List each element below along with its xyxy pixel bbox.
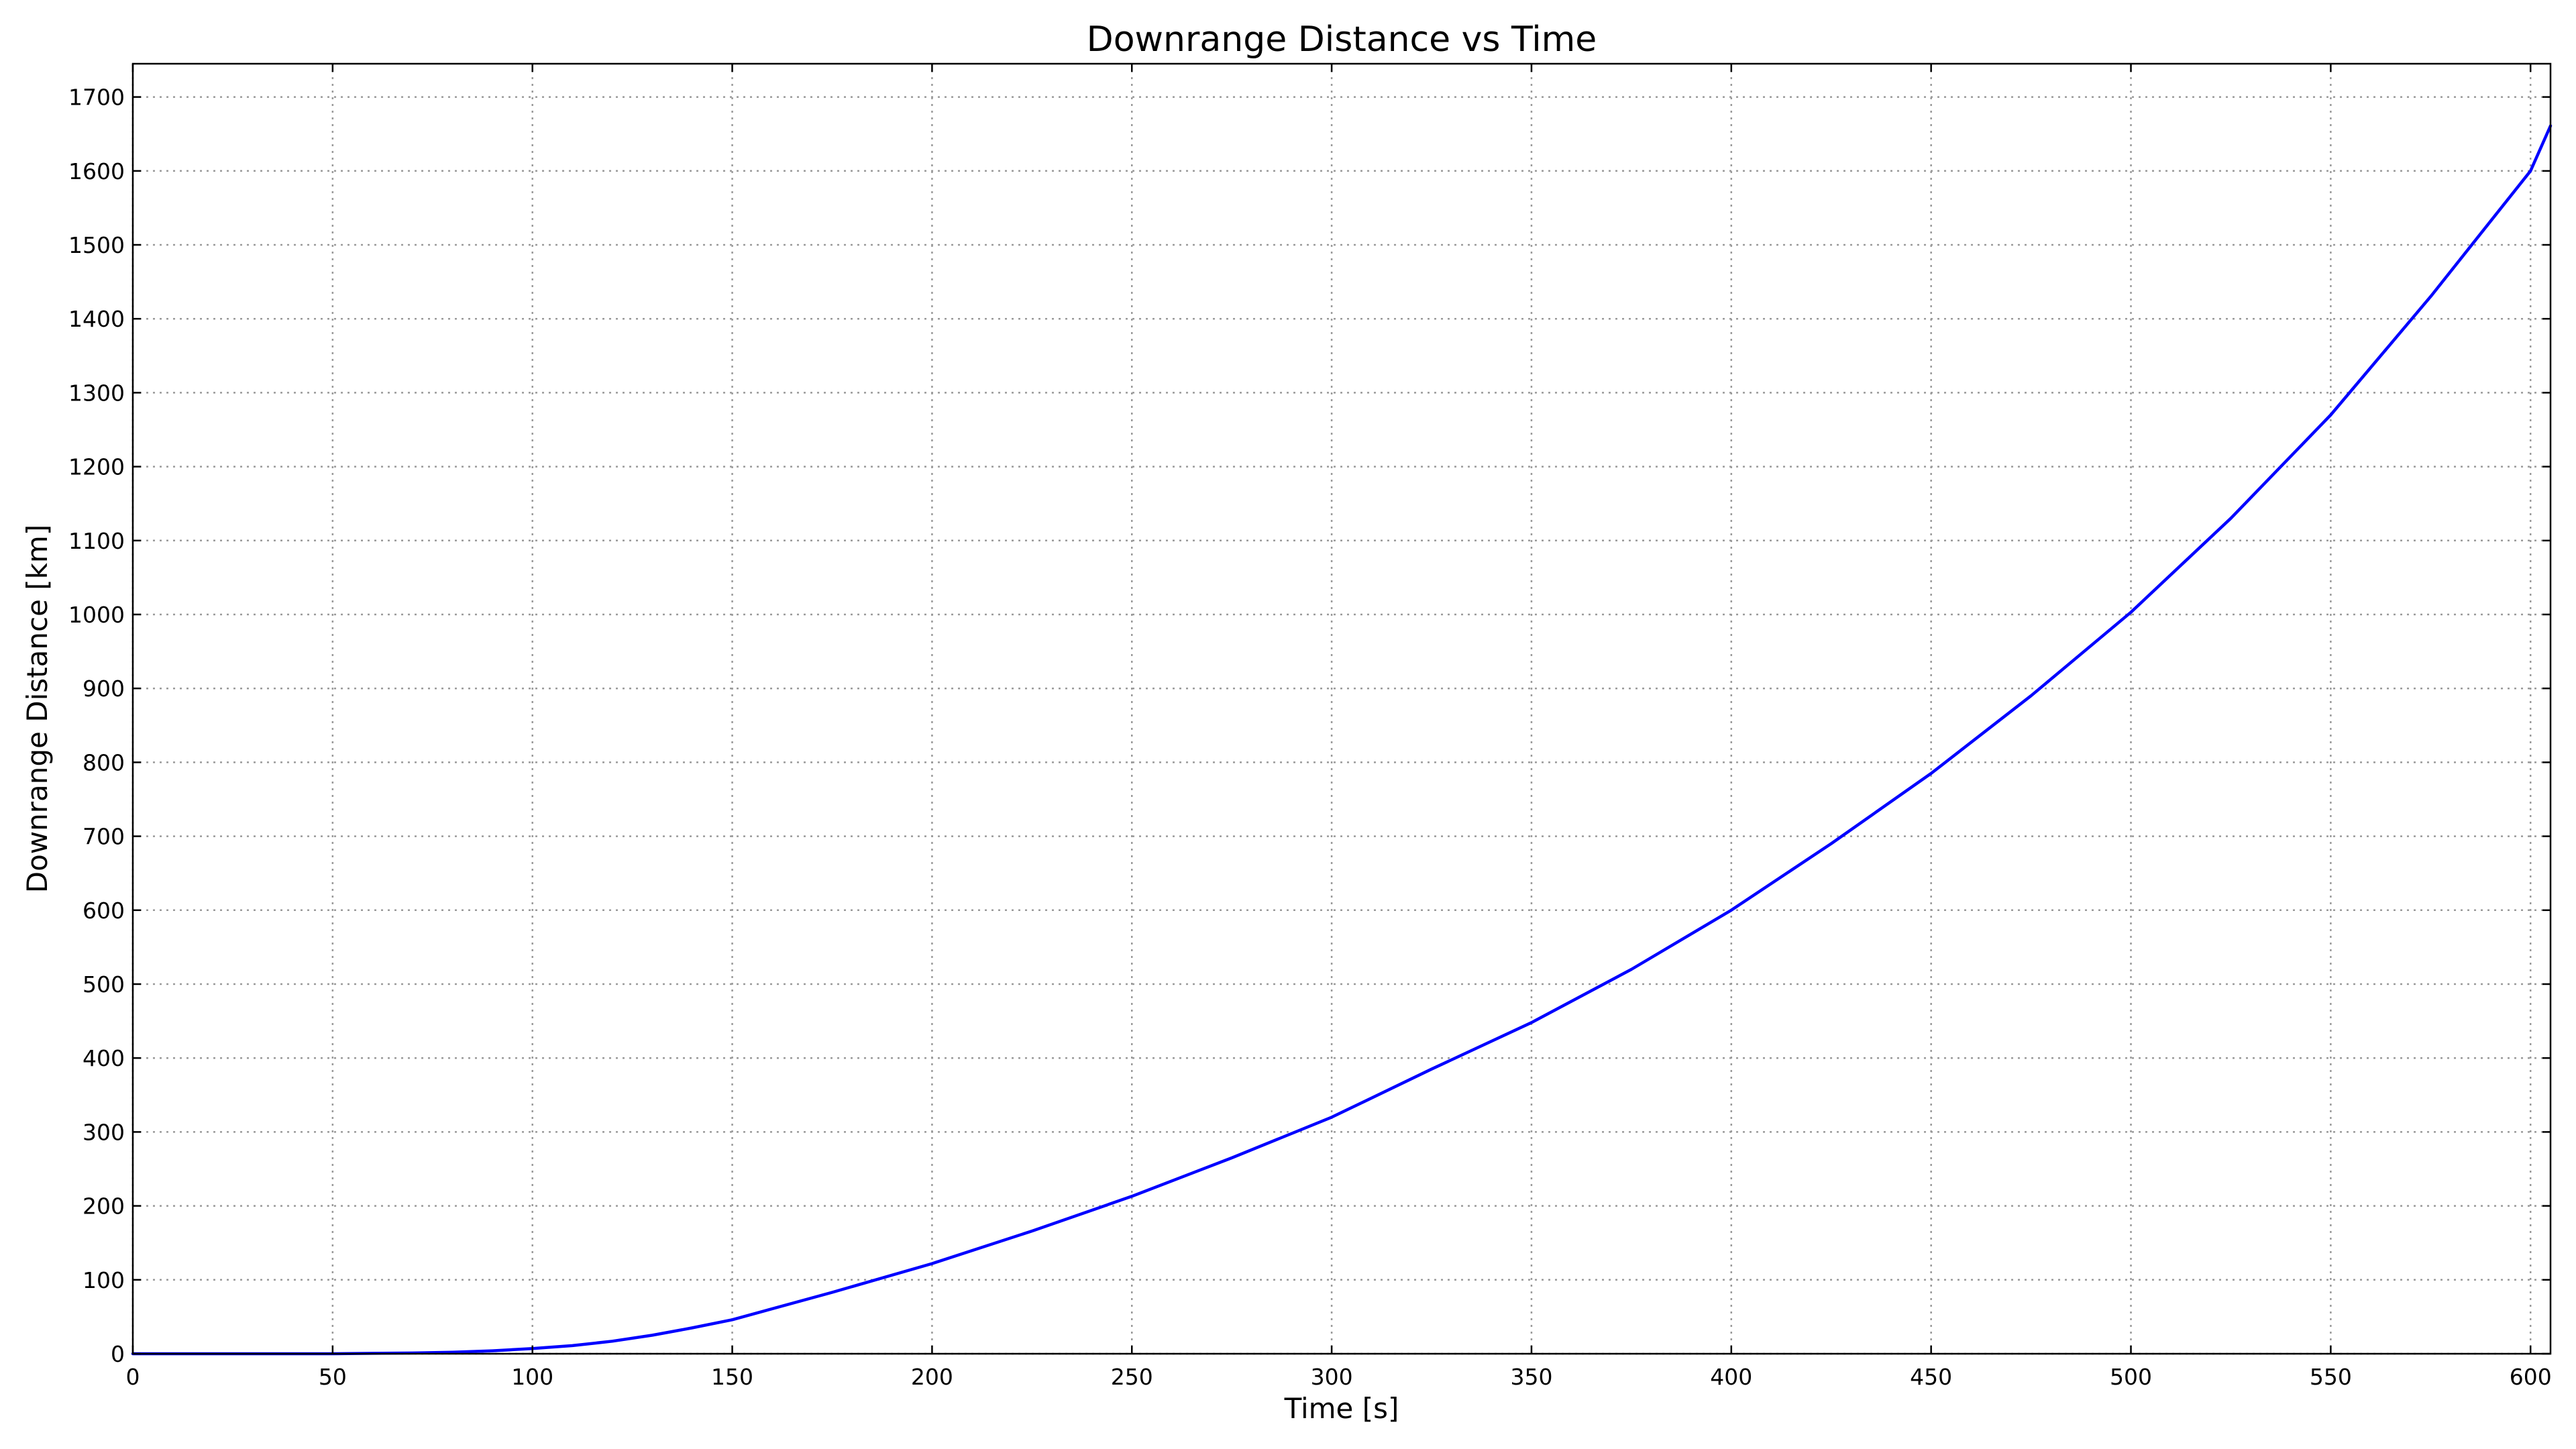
x-tick-label: 100 <box>511 1364 553 1390</box>
y-tick-label: 900 <box>83 676 125 702</box>
x-tick-label: 350 <box>1510 1364 1552 1390</box>
y-tick-label: 1400 <box>68 306 125 332</box>
y-tick-label: 1200 <box>68 454 125 480</box>
x-tick-label: 150 <box>711 1364 753 1390</box>
series-line <box>131 124 2553 1356</box>
plot-frame <box>131 62 2552 1355</box>
x-tick-label: 550 <box>2310 1364 2352 1390</box>
y-tick-label: 500 <box>83 971 125 998</box>
y-tick-label: 300 <box>83 1119 125 1145</box>
x-tick-label: 200 <box>911 1364 953 1390</box>
y-tick-label: 1500 <box>68 232 125 258</box>
y-tick-label: 800 <box>83 749 125 775</box>
y-tick-label: 1700 <box>68 85 125 111</box>
x-axis-label: Time [s] <box>1284 1392 1399 1425</box>
series-layer <box>131 124 2553 1356</box>
y-tick-label: 400 <box>83 1045 125 1071</box>
x-tick-label: 300 <box>1311 1364 1353 1390</box>
y-tick-label: 0 <box>111 1341 125 1367</box>
y-tick-label: 1100 <box>68 528 125 554</box>
y-tick-label: 1000 <box>68 602 125 628</box>
x-tick-label: 0 <box>126 1364 140 1390</box>
x-tick-label: 450 <box>1910 1364 1952 1390</box>
y-axis-label: Downrange Distance [km] <box>21 525 54 894</box>
ticks: 0 50 100 150 200 250 300 350 400 450 500 550 600 0 100… <box>68 64 2552 1390</box>
x-tick-label: 500 <box>2110 1364 2152 1390</box>
x-tick-label: 50 <box>319 1364 347 1390</box>
y-tick-label: 200 <box>83 1193 125 1220</box>
y-tick-label: 1300 <box>68 380 125 406</box>
y-tick-label: 700 <box>83 824 125 850</box>
chart-title: Downrange Distance vs Time <box>1087 19 1597 60</box>
y-tick-label: 600 <box>83 898 125 924</box>
x-tick-label: 250 <box>1111 1364 1153 1390</box>
x-tick-label: 400 <box>1710 1364 1752 1390</box>
y-tick-label: 1600 <box>68 158 125 184</box>
x-tick-label: 600 <box>2510 1364 2552 1390</box>
y-tick-label: 100 <box>83 1267 125 1293</box>
